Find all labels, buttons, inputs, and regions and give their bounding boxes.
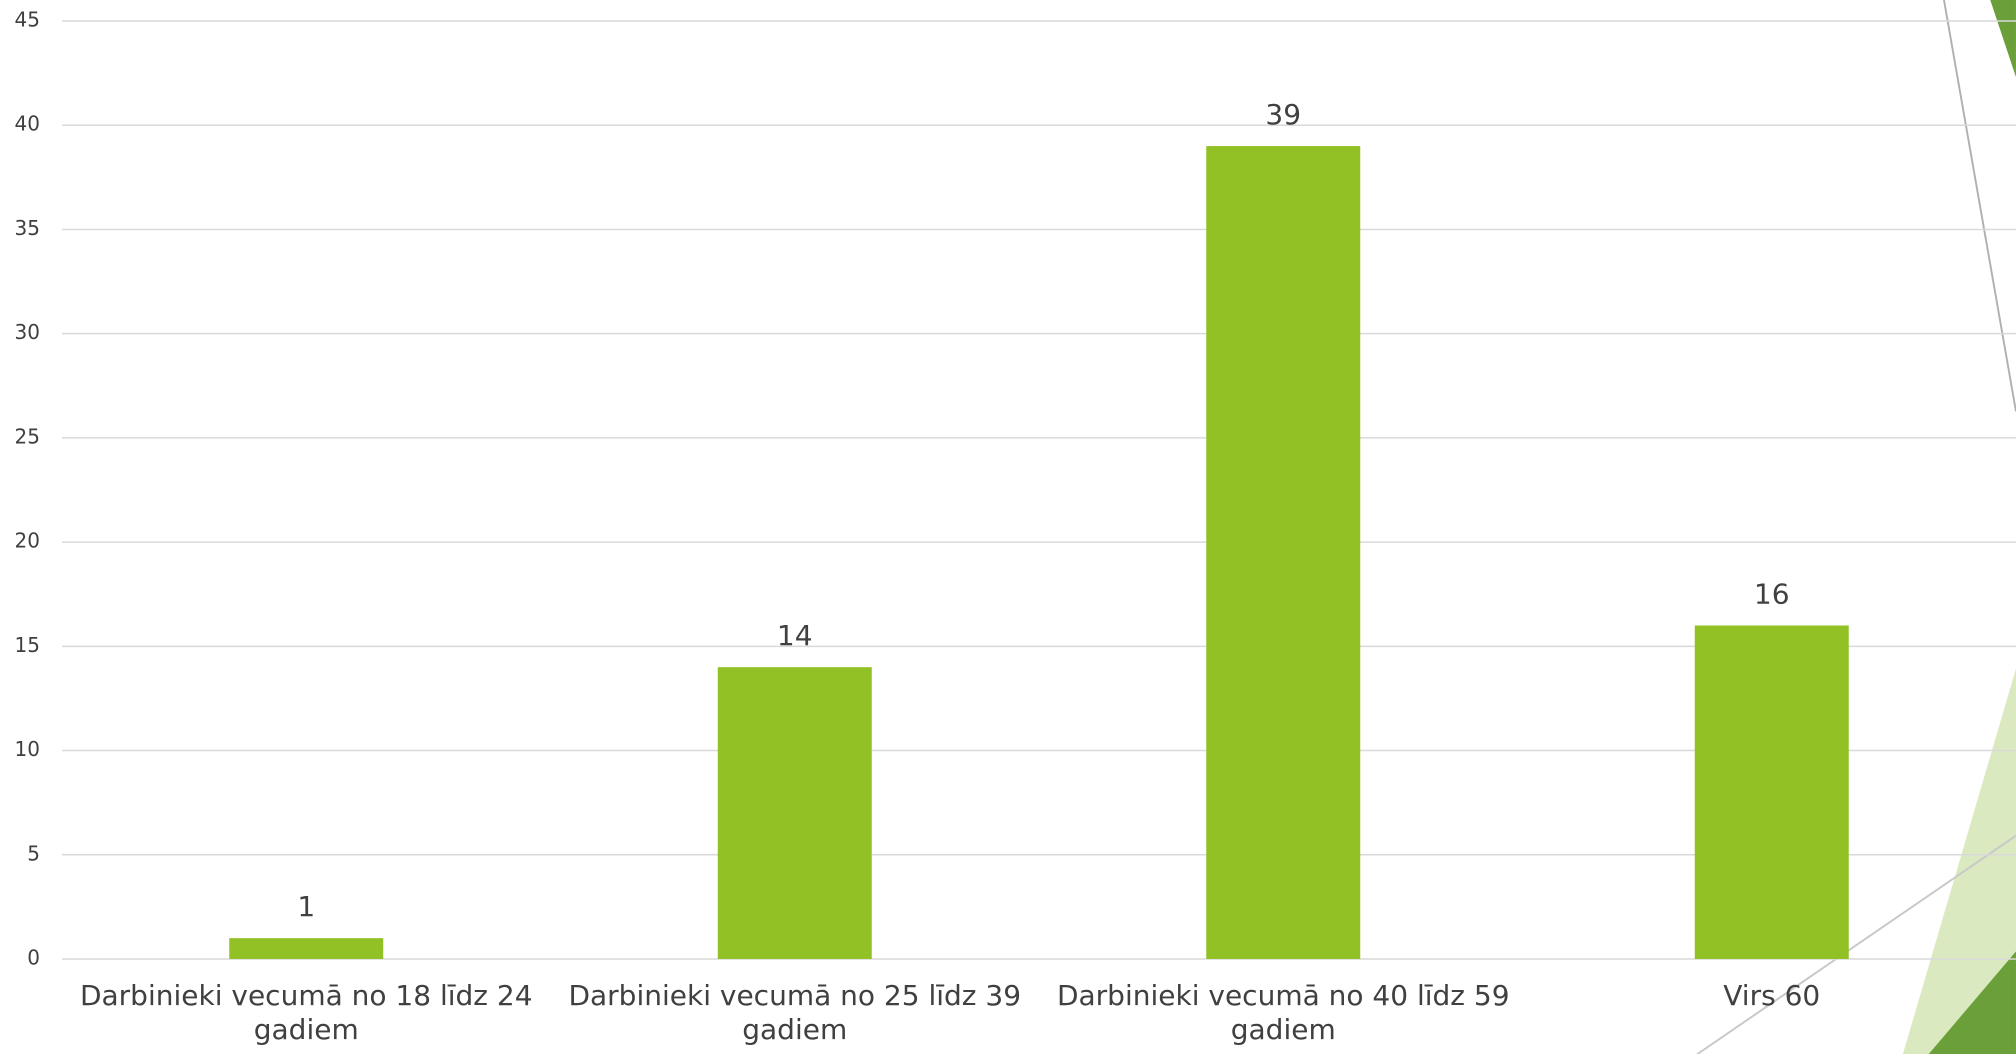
x-tick-label: Virs 60: [1723, 979, 1821, 1012]
x-tick-label: Darbinieki vecumā no 18 līdz 24 gadiem: [79, 979, 533, 1046]
x-tick-label: Darbinieki vecumā no 25 līdz 39 gadiem: [568, 979, 1022, 1046]
data-label: 16: [1754, 577, 1790, 610]
y-tick-label: 35: [15, 216, 40, 240]
data-label: 1: [297, 890, 315, 923]
y-tick-label: 10: [15, 737, 40, 761]
y-tick-label: 30: [15, 320, 40, 344]
y-tick-label: 5: [27, 841, 40, 865]
bar: [1206, 146, 1361, 960]
bar: [717, 667, 872, 959]
y-tick-label: 15: [15, 633, 40, 657]
bar: [229, 938, 384, 959]
y-tick-label: 0: [27, 946, 40, 970]
y-tick-label: 20: [15, 529, 40, 553]
x-tick-label: Darbinieki vecumā no 40 līdz 59 gadiem: [1056, 979, 1510, 1046]
data-label: 14: [777, 619, 813, 652]
y-tick-label: 25: [15, 424, 40, 448]
bar: [1694, 625, 1849, 959]
y-tick-label: 40: [15, 112, 40, 136]
data-label: 39: [1265, 98, 1301, 131]
y-tick-label: 45: [15, 8, 40, 32]
